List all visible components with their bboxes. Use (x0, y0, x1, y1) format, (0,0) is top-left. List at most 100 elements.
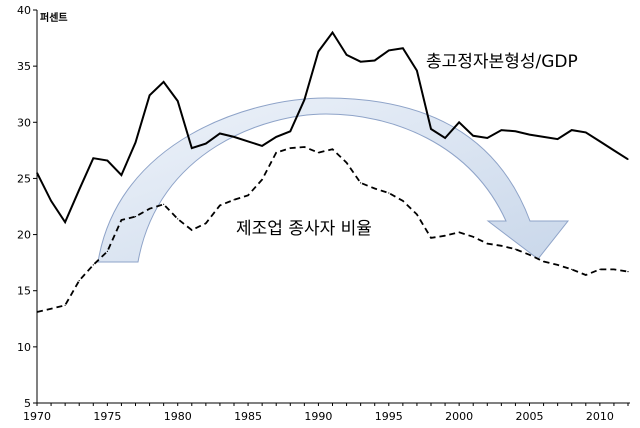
data-point-manufacturing-employment (627, 271, 629, 273)
data-point-manufacturing-employment (317, 152, 319, 154)
data-point-gfcf (514, 130, 517, 132)
data-point-manufacturing-employment (205, 222, 207, 224)
data-point-manufacturing-employment (486, 243, 488, 245)
y-tick-label: 40 (17, 4, 31, 17)
x-tick-label: 2005 (516, 410, 544, 423)
data-point-gfcf (36, 172, 38, 174)
y-tick-label: 5 (24, 397, 31, 410)
data-point-gfcf (402, 47, 404, 49)
data-point-gfcf (374, 59, 376, 62)
data-point-gfcf (571, 129, 573, 131)
data-point-gfcf (120, 174, 122, 176)
data-point-manufacturing-employment (472, 236, 474, 238)
data-point-manufacturing-employment (374, 187, 376, 190)
data-point-gfcf (177, 100, 179, 102)
data-point-manufacturing-employment (430, 237, 432, 239)
data-point-manufacturing-employment (134, 216, 137, 218)
data-point-gfcf (444, 137, 446, 139)
data-point-manufacturing-employment (261, 179, 263, 181)
x-tick-label: 1995 (375, 410, 403, 423)
data-point-gfcf (543, 136, 545, 138)
data-point-manufacturing-employment (163, 203, 165, 205)
data-point-gfcf (303, 99, 305, 101)
data-point-gfcf (430, 128, 432, 130)
data-point-gfcf (613, 149, 615, 151)
data-point-gfcf (247, 140, 249, 142)
x-tick-label: 2000 (445, 410, 473, 423)
data-point-gfcf (331, 31, 334, 34)
data-point-gfcf (585, 131, 587, 133)
data-point-gfcf (472, 135, 474, 137)
data-point-manufacturing-employment (444, 235, 446, 237)
data-point-gfcf (599, 140, 601, 142)
x-tick-label: 1990 (304, 410, 332, 423)
data-point-gfcf (557, 138, 559, 140)
data-point-gfcf (134, 141, 137, 144)
data-point-gfcf (275, 136, 277, 138)
data-point-gfcf (486, 137, 488, 139)
data-point-gfcf (106, 159, 108, 162)
data-point-manufacturing-employment (388, 192, 390, 194)
data-point-gfcf (528, 134, 531, 136)
data-point-gfcf (289, 130, 291, 132)
data-point-manufacturing-employment (514, 248, 517, 250)
y-unit-label: 퍼센트 (40, 11, 68, 24)
x-tick-label: 1975 (93, 410, 121, 423)
x-tick-label: 1970 (23, 410, 51, 423)
data-point-manufacturing-employment (331, 148, 334, 150)
data-point-manufacturing-employment (543, 260, 545, 263)
data-point-manufacturing-employment (78, 280, 80, 282)
data-point-manufacturing-employment (92, 264, 94, 266)
data-point-gfcf (64, 221, 66, 223)
data-point-manufacturing-employment (416, 213, 418, 215)
data-point-manufacturing-employment (557, 264, 559, 266)
data-point-manufacturing-employment (500, 245, 502, 247)
data-point-manufacturing-employment (585, 274, 587, 276)
data-point-gfcf (261, 145, 263, 147)
data-point-gfcf (78, 189, 80, 191)
data-point-gfcf (92, 157, 94, 159)
data-point-gfcf (360, 61, 362, 63)
data-point-gfcf (416, 70, 418, 72)
y-tick-label: 10 (17, 341, 31, 354)
data-point-manufacturing-employment (599, 268, 601, 270)
data-point-manufacturing-employment (149, 208, 151, 210)
data-point-manufacturing-employment (289, 147, 291, 149)
data-point-gfcf (50, 200, 52, 202)
data-point-manufacturing-employment (36, 311, 38, 313)
y-tick-label: 30 (17, 116, 31, 129)
data-point-manufacturing-employment (219, 204, 221, 206)
data-point-gfcf (205, 143, 207, 145)
data-point-manufacturing-employment (458, 231, 460, 233)
data-point-manufacturing-employment (528, 254, 531, 256)
data-point-gfcf (458, 121, 460, 123)
y-tick-label: 15 (17, 285, 31, 298)
data-point-gfcf (219, 132, 221, 135)
x-tick-label: 2010 (586, 410, 614, 423)
data-point-manufacturing-employment (303, 146, 305, 148)
data-point-manufacturing-employment (275, 152, 277, 154)
data-point-gfcf (500, 129, 502, 131)
data-point-manufacturing-employment (120, 219, 122, 221)
data-point-gfcf (191, 147, 193, 149)
data-point-manufacturing-employment (247, 194, 249, 196)
series-label-manufacturing-employment: 제조업 종사자 비율 (236, 219, 372, 239)
data-point-manufacturing-employment (50, 308, 52, 310)
data-point-manufacturing-employment (571, 268, 573, 270)
series-label-gfcf: 총고정자본형성/GDP (426, 52, 578, 72)
data-point-gfcf (233, 136, 235, 138)
data-point-manufacturing-employment (233, 199, 235, 201)
data-point-manufacturing-employment (346, 162, 348, 164)
data-point-gfcf (149, 94, 151, 96)
data-point-gfcf (388, 49, 390, 52)
x-tick-label: 1985 (234, 410, 262, 423)
data-point-manufacturing-employment (64, 304, 66, 306)
y-tick-label: 25 (17, 172, 31, 185)
data-point-gfcf (627, 158, 629, 160)
y-tick-label: 20 (17, 229, 31, 242)
data-point-manufacturing-employment (402, 200, 404, 202)
x-tick-label: 1980 (164, 410, 192, 423)
data-point-manufacturing-employment (177, 218, 179, 220)
data-point-gfcf (163, 81, 165, 83)
